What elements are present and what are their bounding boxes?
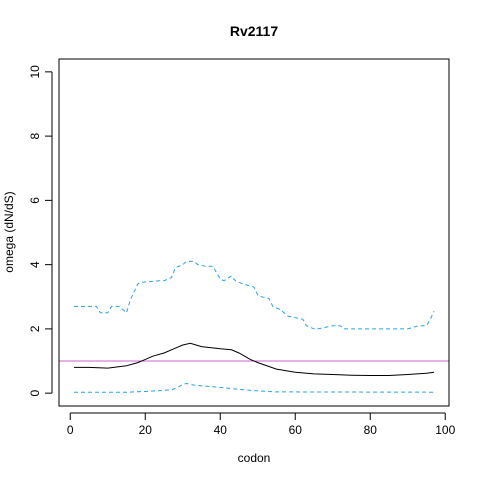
plot-frame	[58, 58, 450, 407]
x-tick-label: 40	[214, 423, 228, 437]
y-tick-label: 6	[28, 197, 42, 204]
x-tick-label: 60	[289, 423, 303, 437]
y-tick-label: 8	[28, 132, 42, 139]
y-tick-label: 10	[28, 65, 42, 79]
x-tick-label: 20	[139, 423, 153, 437]
x-axis-label: codon	[238, 451, 271, 465]
y-tick-label: 0	[28, 389, 42, 396]
y-axis-label: omega (dN/dS)	[2, 191, 16, 272]
series-line-mean	[74, 342, 435, 376]
y-tick-label: 2	[28, 325, 42, 332]
x-tick-label: 100	[435, 423, 455, 437]
y-tick-label: 4	[28, 261, 42, 268]
series-line-upper	[74, 260, 435, 330]
series-line-lower	[74, 382, 435, 393]
plot-layer	[59, 260, 449, 393]
x-tick-label: 80	[364, 423, 378, 437]
axis-layer: 0 20 40 60 80 100 0 2 4 6 8 10	[28, 65, 456, 437]
x-tick-label: 0	[67, 423, 74, 437]
chart-title: Rv2117	[230, 23, 278, 39]
